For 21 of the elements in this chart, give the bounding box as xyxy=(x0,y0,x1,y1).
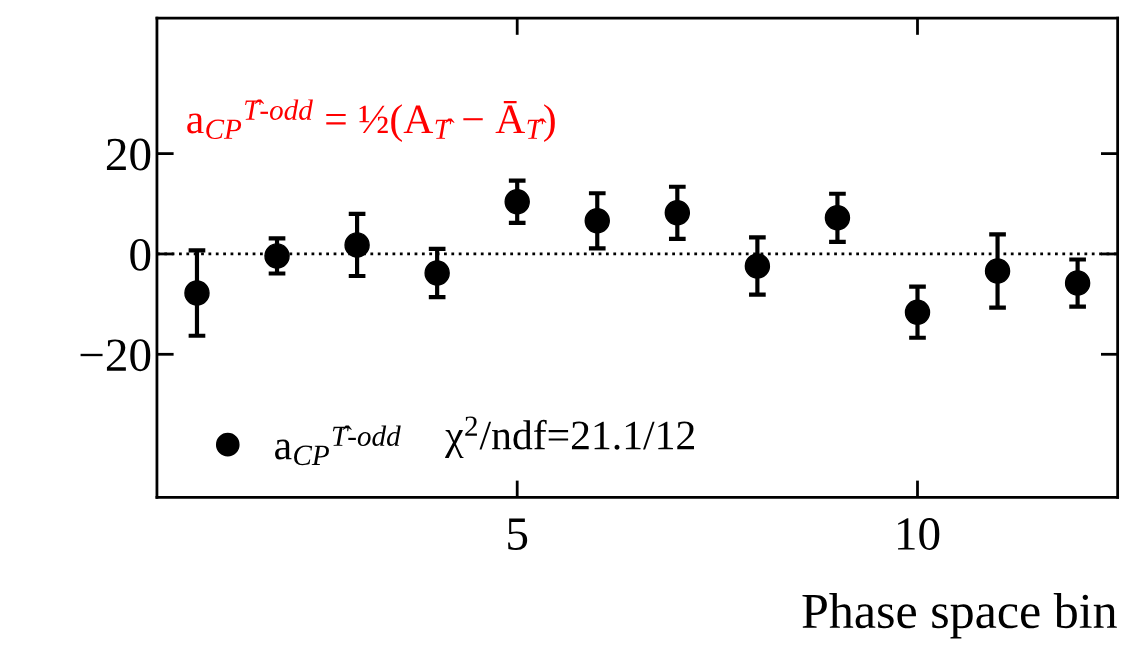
point xyxy=(664,200,691,226)
y-tick-label: 0 xyxy=(130,238,151,271)
annotation: a$_{CP}$$^{T̂-odd}$ = ½(A$_{T̂}$ − Ā$_{T̂}$) xyxy=(187,99,555,142)
y-tick-label: 20 xyxy=(106,138,151,171)
y-tick-label: −20 xyxy=(80,339,151,372)
point xyxy=(344,232,370,258)
point xyxy=(984,258,1011,284)
point xyxy=(904,299,931,325)
x-tick-label: 10 xyxy=(898,518,940,550)
point xyxy=(1064,270,1091,296)
point xyxy=(824,205,851,231)
x-tick-label: 5 xyxy=(508,518,528,550)
x-axis-title: Phase space bin xyxy=(802,593,1117,639)
point xyxy=(504,189,530,215)
annotation: χ$^{2}$/ndf=21.1/12 xyxy=(445,416,694,459)
point xyxy=(584,208,610,234)
legend-label: a$_{CP}$$^{T̂-odd}$ xyxy=(275,425,401,466)
point xyxy=(264,243,290,269)
point xyxy=(184,280,210,306)
point xyxy=(424,260,450,286)
point xyxy=(744,253,771,279)
